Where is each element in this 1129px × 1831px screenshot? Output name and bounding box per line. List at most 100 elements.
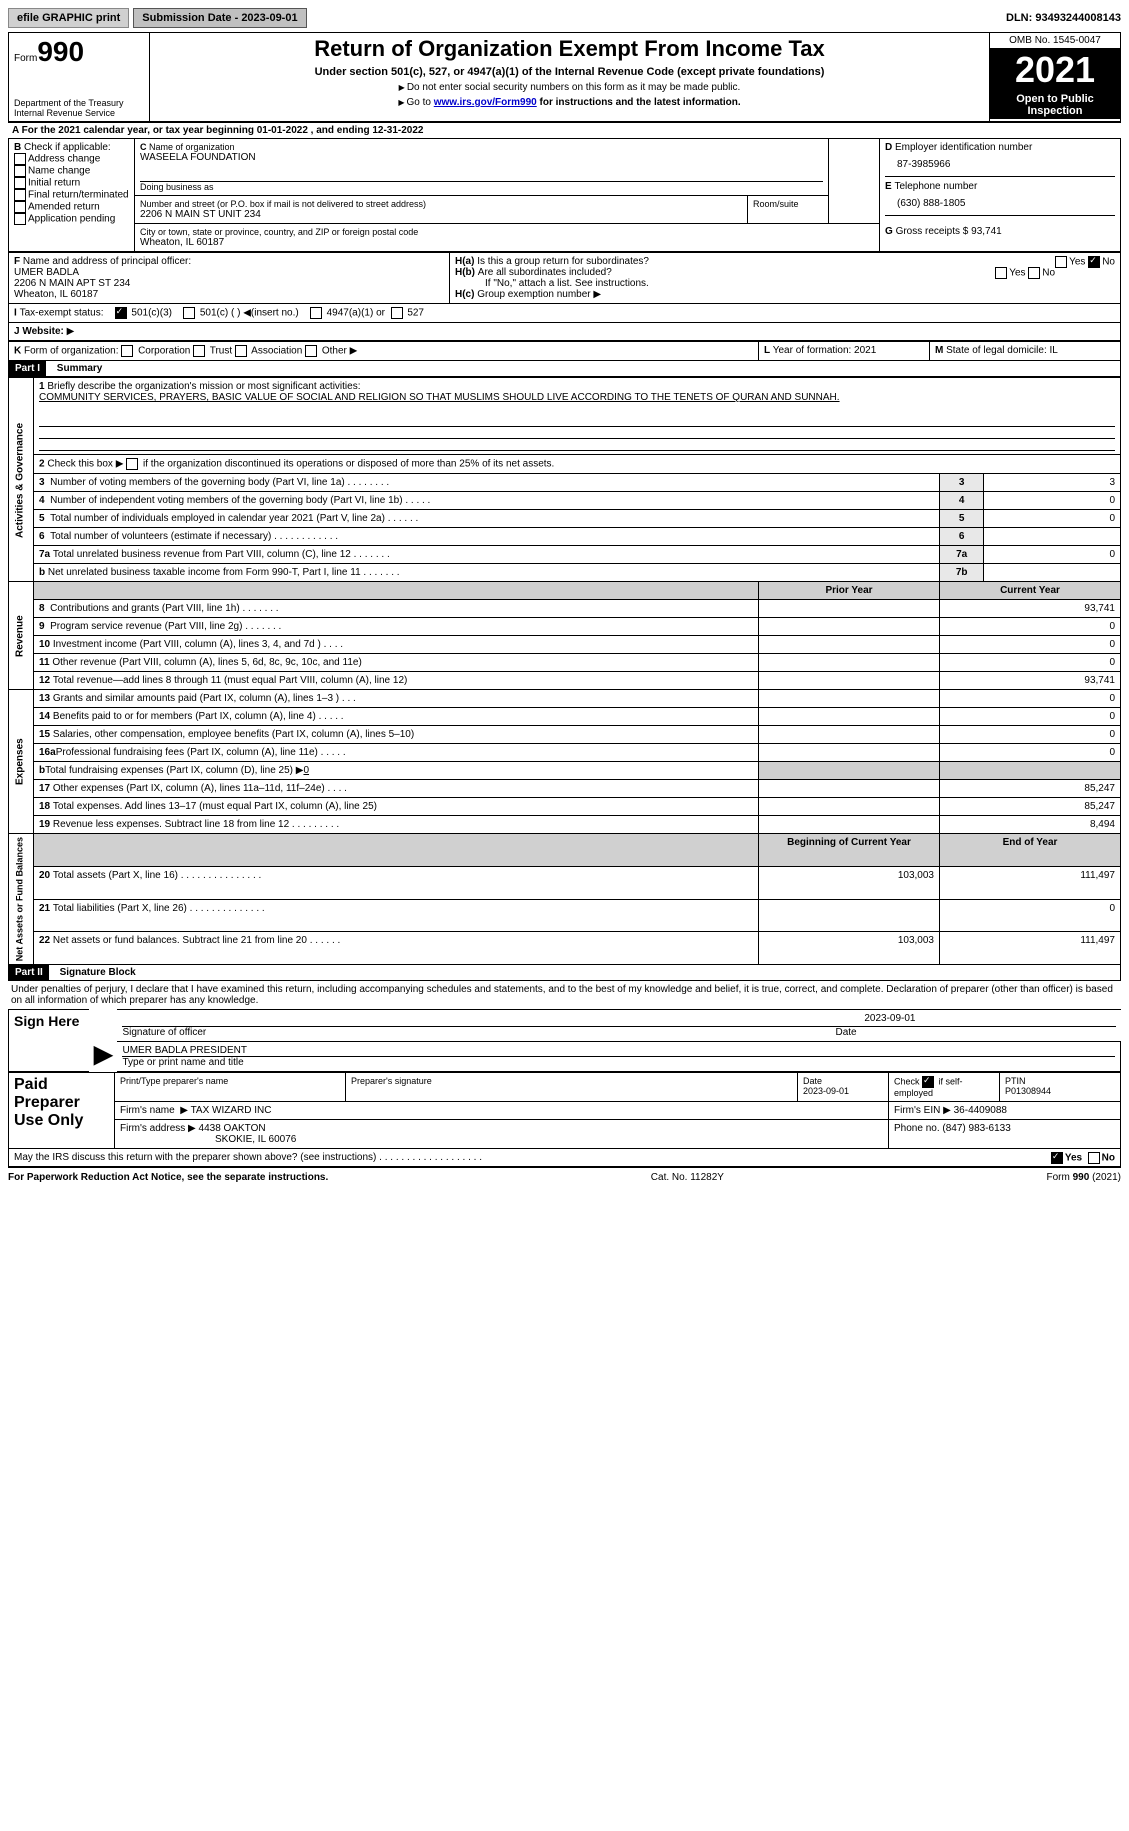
section-a-line: A For the 2021 calendar year, or tax yea… [8,123,1121,138]
paperwork-notice: For Paperwork Reduction Act Notice, see … [8,1172,328,1183]
phone-value: (630) 888-1805 [885,192,1115,215]
sign-here-label: Sign Here [9,1010,90,1072]
sign-arrow-icon: ▶ [94,1041,112,1068]
subtitle-1: Under section 501(c), 527, or 4947(a)(1)… [155,66,984,78]
street-label: Number and street (or P.O. box if mail i… [140,199,742,209]
name-change-checkbox[interactable] [14,165,26,177]
ha-label: Is this a group return for subordinates? [477,256,649,267]
line1-label: Briefly describe the organization's miss… [47,381,360,392]
ein-value: 87-3985966 [885,153,1115,176]
street-value: 2206 N MAIN ST UNIT 234 [140,209,742,220]
part2-heading: Signature Block [52,967,136,978]
irs-text: Internal Revenue Service [14,108,144,118]
form-org-label: Form of organization: [24,346,119,357]
entity-info-table: B Check if applicable: Address change Na… [8,138,1121,252]
top-toolbar: efile GRAPHIC print Submission Date - 20… [8,8,1121,28]
org-name-value: WASEELA FOUNDATION [140,152,823,163]
part2-title: Part II [9,965,49,980]
sig-officer-label: Signature of officer [122,1027,835,1038]
dln-text: DLN: 93493244008143 [1006,12,1121,24]
phone-label: Telephone number [894,181,977,192]
end-year-header: End of Year [940,834,1121,867]
tax-exempt-label: Tax-exempt status: [20,308,104,319]
trust-checkbox[interactable] [193,345,205,357]
gross-receipts-value: 93,741 [971,226,1002,237]
officer-name: UMER BADLA [14,267,79,278]
app-pending-checkbox[interactable] [14,213,26,225]
part1-title: Part I [9,361,46,376]
4947-checkbox[interactable] [310,307,322,319]
hb-no-checkbox[interactable] [1028,267,1040,279]
website-label: Website: [22,326,64,337]
part1-heading: Summary [49,363,103,374]
form-footer-label: Form 990 (2021) [1047,1172,1121,1183]
other-checkbox[interactable] [305,345,317,357]
irs-link[interactable]: www.irs.gov/Form990 [434,97,537,108]
paid-preparer-label: Paid Preparer Use Only [9,1073,115,1149]
city-label: City or town, state or province, country… [140,227,874,237]
open-public-label: Open to Public Inspection [990,91,1120,119]
sig-name-value: UMER BADLA PRESIDENT [122,1045,1115,1057]
subtitle-2: Do not enter social security numbers on … [407,82,740,93]
line2-prefix: Check this box [47,459,113,470]
527-checkbox[interactable] [391,307,403,319]
sig-name-label: Type or print name and title [122,1057,1115,1068]
goto-prefix: Go to [407,97,434,108]
h-note: If "No," attach a list. See instructions… [455,278,1115,289]
page-footer: For Paperwork Reduction Act Notice, see … [8,1172,1121,1183]
501c-checkbox[interactable] [183,307,195,319]
firm-addr1: 4438 OAKTON [199,1123,266,1134]
amended-return-checkbox[interactable] [14,201,26,213]
officer-addr1: 2206 N MAIN APT ST 234 [14,278,130,289]
prior-year-header: Prior Year [759,582,940,600]
self-employed-checkbox[interactable] [922,1076,934,1088]
initial-return-checkbox[interactable] [14,177,26,189]
discuss-yes-checkbox[interactable] [1051,1152,1063,1164]
officer-addr2: Wheaton, IL 60187 [14,289,98,300]
prep-sig-label: Preparer's signature [346,1073,798,1102]
efile-print-button[interactable]: efile GRAPHIC print [8,8,129,28]
room-label: Room/suite [748,196,829,224]
goto-suffix: for instructions and the latest informat… [537,97,741,108]
state-domicile: State of legal domicile: IL [946,345,1058,356]
prep-date-value: 2023-09-01 [803,1086,849,1096]
prep-name-label: Print/Type preparer's name [115,1073,346,1102]
current-year-header: Current Year [940,582,1121,600]
form-title: Return of Organization Exempt From Incom… [155,36,984,62]
signature-table: Sign Here ▶ 2023-09-01 Signature of offi… [8,1009,1121,1072]
hb-yes-checkbox[interactable] [995,267,1007,279]
form-header-table: Form990 Department of the Treasury Inter… [8,32,1121,123]
form-label: Form [14,53,37,64]
address-change-checkbox[interactable] [14,153,26,165]
cat-number: Cat. No. 11282Y [651,1172,724,1183]
firm-name: TAX WIZARD INC [191,1105,272,1116]
prep-phone: (847) 983-6133 [942,1123,1010,1134]
omb-number: OMB No. 1545-0047 [990,33,1120,49]
ha-no-checkbox[interactable] [1088,256,1100,268]
section-net-label: Net Assets or Fund Balances [9,834,34,965]
501c3-checkbox[interactable] [115,307,127,319]
assoc-checkbox[interactable] [235,345,247,357]
officer-group-table: F Name and address of principal officer:… [8,252,1121,341]
final-return-checkbox[interactable] [14,189,26,201]
dept-text: Department of the Treasury [14,98,144,108]
corp-checkbox[interactable] [121,345,133,357]
ptin-value: P01308944 [1005,1086,1051,1096]
line2-suffix: if the organization discontinued its ope… [143,459,554,470]
line2-checkbox[interactable] [126,458,138,470]
section-rev-label: Revenue [9,582,34,690]
ha-yes-checkbox[interactable] [1055,256,1067,268]
discuss-no-checkbox[interactable] [1088,1152,1100,1164]
gross-receipts-label: Gross receipts $ [896,226,969,237]
firm-addr2: SKOKIE, IL 60076 [120,1134,296,1145]
form-org-table: K Form of organization: Corporation Trus… [8,341,1121,361]
check-applicable-label: Check if applicable: [24,142,111,153]
part1-table: Activities & Governance 1 Briefly descri… [8,377,1121,965]
officer-label: Name and address of principal officer: [23,256,191,267]
beg-year-header: Beginning of Current Year [759,834,940,867]
org-name-label: Name of organization [149,142,235,152]
submission-date-button[interactable]: Submission Date - 2023-09-01 [133,8,306,28]
hb-label: Are all subordinates included? [478,267,612,278]
section-ag-label: Activities & Governance [9,378,34,582]
dba-label: Doing business as [140,181,823,192]
